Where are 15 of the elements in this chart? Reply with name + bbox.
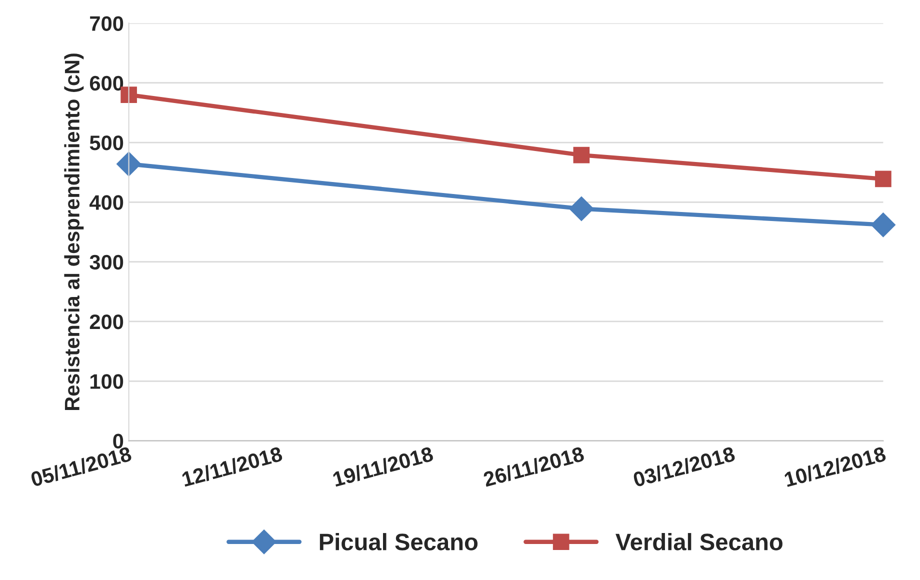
y-tick-label: 600 (90, 76, 124, 91)
point (573, 146, 590, 164)
point (875, 170, 892, 188)
point (569, 196, 594, 222)
legend-label: Verdial Secano (616, 533, 782, 550)
point (870, 212, 896, 238)
y-tick-label: 700 (90, 16, 124, 31)
y-tick-label: 0 (113, 434, 124, 449)
y-tick-label: 100 (90, 374, 124, 389)
y-tick-label: 500 (90, 136, 124, 150)
legend-label: Picual Secano (320, 533, 478, 550)
y-axis-title: Resistencia al desprendimiento (cN) (64, 54, 84, 410)
y-tick-label: 400 (90, 195, 124, 210)
y-tick-label: 200 (90, 314, 124, 330)
y-tick-label: 300 (90, 254, 124, 270)
